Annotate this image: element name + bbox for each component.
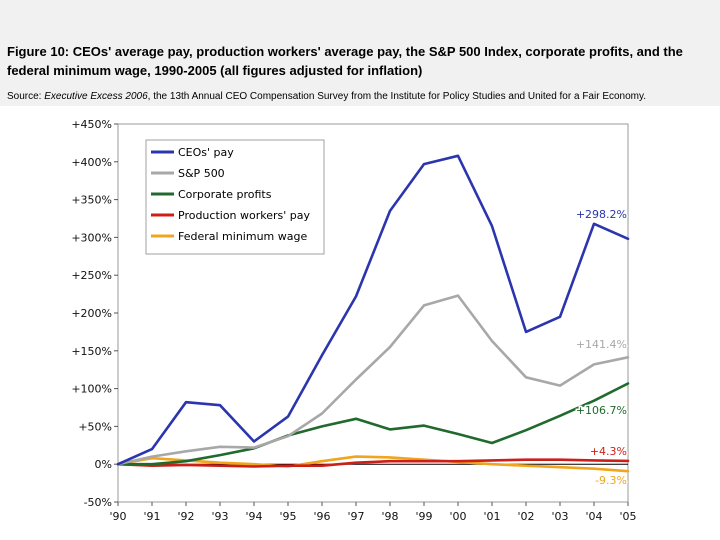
x-tick-label: '92	[177, 510, 194, 523]
x-tick-label: '95	[279, 510, 296, 523]
x-tick-label: '01	[483, 510, 500, 523]
x-tick-label: '04	[585, 510, 602, 523]
legend-label: S&P 500	[178, 167, 225, 180]
x-tick-label: '98	[381, 510, 398, 523]
series-end-label: +4.3%	[590, 445, 627, 458]
figure-header: Figure 10: CEOs' average pay, production…	[0, 0, 720, 106]
legend: CEOs' pay S&P 500 Corporate profits Product…	[145, 139, 325, 255]
x-tick-label: '00	[449, 510, 466, 523]
series-line	[116, 458, 630, 468]
x-axis: '90 '91 '92 '93 '94 '95 '96 '97 '98 '99 '00 '01 '02 '…	[109, 502, 637, 523]
line-chart: -50% 0% +50% +100% +150% +200% +250% +300% +350%…	[71, 118, 637, 523]
y-tick-label: +50%	[78, 420, 112, 433]
x-tick-label: '93	[211, 510, 228, 523]
source-text: , the 13th Annual CEO Compensation Surve…	[147, 91, 647, 102]
y-axis: -50% 0% +50% +100% +150% +200% +250% +300% +350%…	[71, 118, 118, 509]
y-tick-label: +300%	[71, 231, 112, 244]
series-line	[116, 455, 630, 473]
x-tick-label: '91	[143, 510, 160, 523]
series-end-label: +106.7%	[576, 404, 627, 417]
series-end-label: -9.3%	[595, 474, 627, 487]
legend-box	[145, 139, 325, 255]
x-tick-label: '05	[619, 510, 636, 523]
legend-label: CEOs' pay	[178, 146, 234, 159]
x-tick-label: '90	[109, 510, 126, 523]
figure-title: Figure 10: CEOs' average pay, production…	[7, 44, 683, 78]
x-tick-label: '97	[347, 510, 364, 523]
y-tick-label: +450%	[71, 118, 112, 131]
y-tick-label: +400%	[71, 156, 112, 169]
series-lines	[116, 154, 630, 473]
x-tick-label: '96	[313, 510, 330, 523]
source-label: Source:	[7, 91, 42, 102]
series-line	[116, 382, 630, 466]
series-end-label: +298.2%	[576, 208, 627, 221]
y-tick-label: +350%	[71, 194, 112, 207]
series-line	[116, 154, 630, 466]
x-tick-label: '02	[517, 510, 534, 523]
y-tick-label: -50%	[84, 496, 112, 509]
x-tick-label: '94	[245, 510, 262, 523]
x-tick-label: '03	[551, 510, 568, 523]
y-tick-label: +200%	[71, 307, 112, 320]
y-tick-label: 0%	[95, 458, 112, 471]
legend-label: Corporate profits	[178, 188, 272, 201]
series-end-label: +141.4%	[576, 338, 627, 351]
y-tick-label: +250%	[71, 269, 112, 282]
y-tick-label: +100%	[71, 383, 112, 396]
series-line	[116, 294, 630, 466]
y-tick-label: +150%	[71, 345, 112, 358]
source-publication: Executive Excess 2006	[44, 91, 148, 102]
legend-label: Federal minimum wage	[178, 230, 307, 243]
end-labels: +298.2% +141.4% +106.7% +4.3% -9.3%	[574, 207, 628, 489]
legend-label: Production workers' pay	[178, 209, 311, 222]
figure-source: Source: Executive Excess 2006, the 13th …	[7, 90, 719, 103]
x-tick-label: '99	[415, 510, 432, 523]
